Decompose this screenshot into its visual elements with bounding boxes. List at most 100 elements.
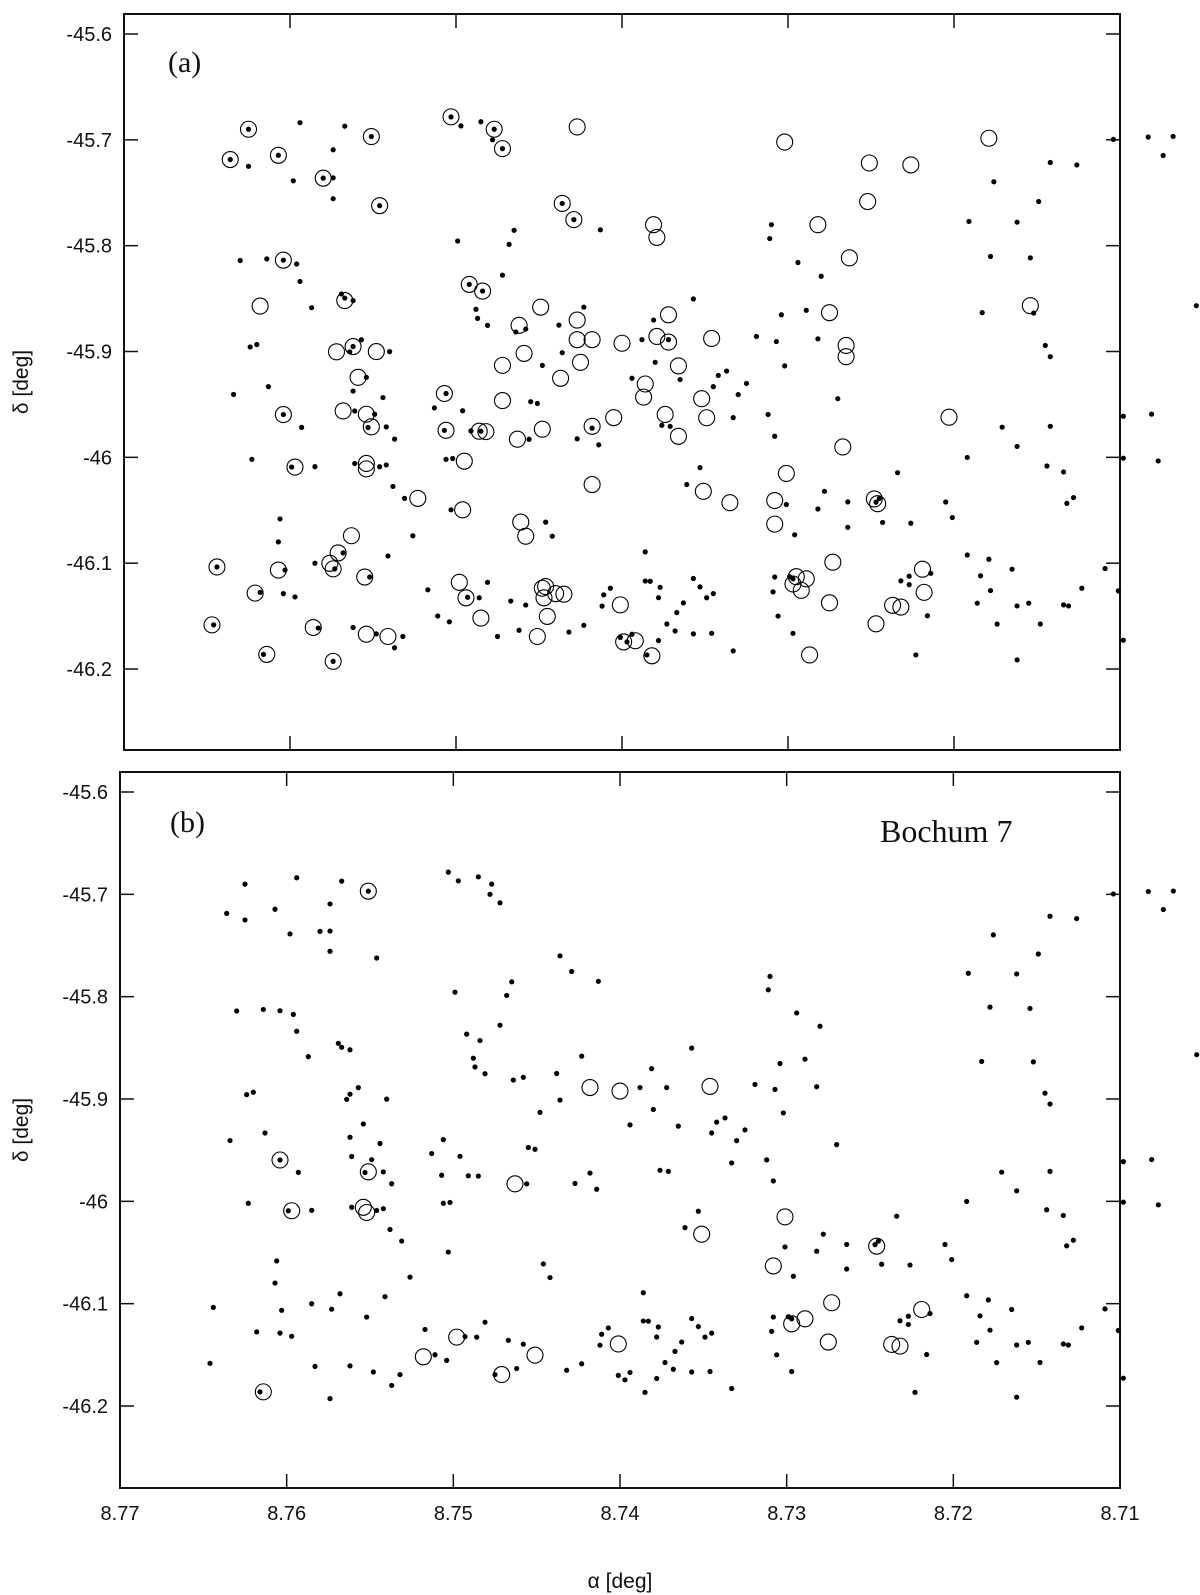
member-ring bbox=[437, 421, 455, 439]
star-point bbox=[473, 306, 479, 312]
star-point bbox=[966, 218, 972, 225]
star-point bbox=[308, 305, 315, 311]
member-ring bbox=[809, 216, 827, 234]
star-point bbox=[1145, 888, 1151, 895]
star-point bbox=[596, 442, 602, 448]
star-point bbox=[479, 288, 486, 294]
star-point bbox=[499, 272, 506, 278]
star-point bbox=[1047, 913, 1053, 919]
star-point bbox=[665, 1168, 671, 1174]
star-point bbox=[234, 1008, 240, 1014]
star-point bbox=[778, 312, 784, 318]
member-ring bbox=[203, 616, 221, 634]
star-point bbox=[475, 1173, 481, 1179]
member-ring bbox=[669, 357, 687, 375]
star-point bbox=[482, 1319, 488, 1325]
star-point bbox=[309, 1301, 315, 1307]
star-point bbox=[360, 1121, 366, 1127]
member-ring bbox=[635, 388, 653, 406]
member-ring bbox=[583, 475, 601, 494]
member-ring bbox=[454, 501, 472, 519]
star-point bbox=[207, 1360, 213, 1366]
star-point bbox=[875, 1238, 881, 1244]
star-point bbox=[949, 1256, 955, 1263]
member-ring bbox=[258, 645, 276, 663]
star-point bbox=[347, 1091, 353, 1097]
star-point bbox=[898, 578, 904, 584]
star-point bbox=[358, 337, 364, 343]
star-point bbox=[1014, 971, 1020, 977]
star-point bbox=[773, 338, 779, 345]
star-point bbox=[275, 539, 281, 545]
star-point bbox=[364, 1314, 370, 1320]
star-point bbox=[627, 1369, 633, 1376]
member-ring bbox=[648, 228, 666, 246]
star-point bbox=[327, 928, 333, 934]
star-point bbox=[387, 349, 393, 355]
member-ring bbox=[357, 460, 375, 478]
member-ring bbox=[837, 348, 855, 366]
star-point bbox=[422, 1326, 428, 1333]
panel-label-a: (a) bbox=[168, 46, 201, 79]
star-point bbox=[655, 1324, 661, 1330]
star-point bbox=[765, 411, 771, 418]
member-ring bbox=[493, 1366, 511, 1384]
star-point bbox=[943, 499, 949, 505]
star-point bbox=[1120, 637, 1126, 643]
star-point bbox=[1009, 1306, 1015, 1313]
star-point bbox=[657, 584, 663, 590]
star-point bbox=[478, 428, 484, 434]
member-ring bbox=[883, 1335, 901, 1353]
star-point bbox=[330, 175, 336, 181]
star-point bbox=[690, 296, 696, 302]
star-point bbox=[908, 520, 914, 526]
star-point bbox=[815, 336, 821, 342]
star-point bbox=[362, 1169, 368, 1176]
star-point bbox=[373, 631, 379, 637]
star-point bbox=[391, 436, 398, 442]
star-point bbox=[672, 1348, 678, 1354]
star-point bbox=[368, 133, 374, 140]
star-point bbox=[1060, 1341, 1066, 1347]
star-point bbox=[985, 1297, 991, 1303]
member-ring bbox=[869, 495, 887, 513]
star-point bbox=[557, 953, 563, 959]
star-point bbox=[528, 399, 534, 405]
star-point bbox=[497, 900, 503, 906]
star-point bbox=[986, 556, 992, 562]
member-ring bbox=[271, 1151, 289, 1169]
star-point bbox=[407, 1274, 413, 1280]
star-point bbox=[697, 464, 703, 471]
star-point bbox=[352, 460, 358, 467]
member-ring bbox=[304, 618, 322, 637]
star-point bbox=[682, 1225, 688, 1231]
member-ring bbox=[324, 560, 342, 578]
star-point bbox=[350, 388, 356, 394]
member-ring bbox=[535, 589, 553, 607]
star-point bbox=[815, 506, 821, 512]
x-tick-label: 8.74 bbox=[601, 1503, 640, 1525]
star-point bbox=[1102, 565, 1108, 572]
star-point bbox=[520, 1074, 526, 1080]
star-point bbox=[657, 1167, 663, 1173]
star-point bbox=[1074, 915, 1080, 922]
star-point bbox=[642, 1389, 648, 1395]
star-point bbox=[1115, 1327, 1121, 1334]
member-ring bbox=[342, 527, 360, 545]
star-point bbox=[571, 217, 577, 223]
member-ring bbox=[538, 607, 556, 625]
star-point bbox=[629, 375, 635, 381]
star-point bbox=[540, 1261, 546, 1267]
star-point bbox=[347, 1047, 353, 1053]
star-point bbox=[350, 343, 356, 350]
member-ring bbox=[286, 458, 304, 476]
member-ring bbox=[362, 418, 380, 436]
y-tick-label: -45.7 bbox=[62, 884, 108, 906]
member-ring bbox=[362, 128, 380, 146]
star-point bbox=[999, 1169, 1005, 1175]
member-ring bbox=[693, 390, 711, 408]
member-ring bbox=[913, 560, 932, 578]
member-ring bbox=[819, 1333, 837, 1351]
star-point bbox=[949, 514, 955, 521]
star-point bbox=[599, 603, 605, 609]
